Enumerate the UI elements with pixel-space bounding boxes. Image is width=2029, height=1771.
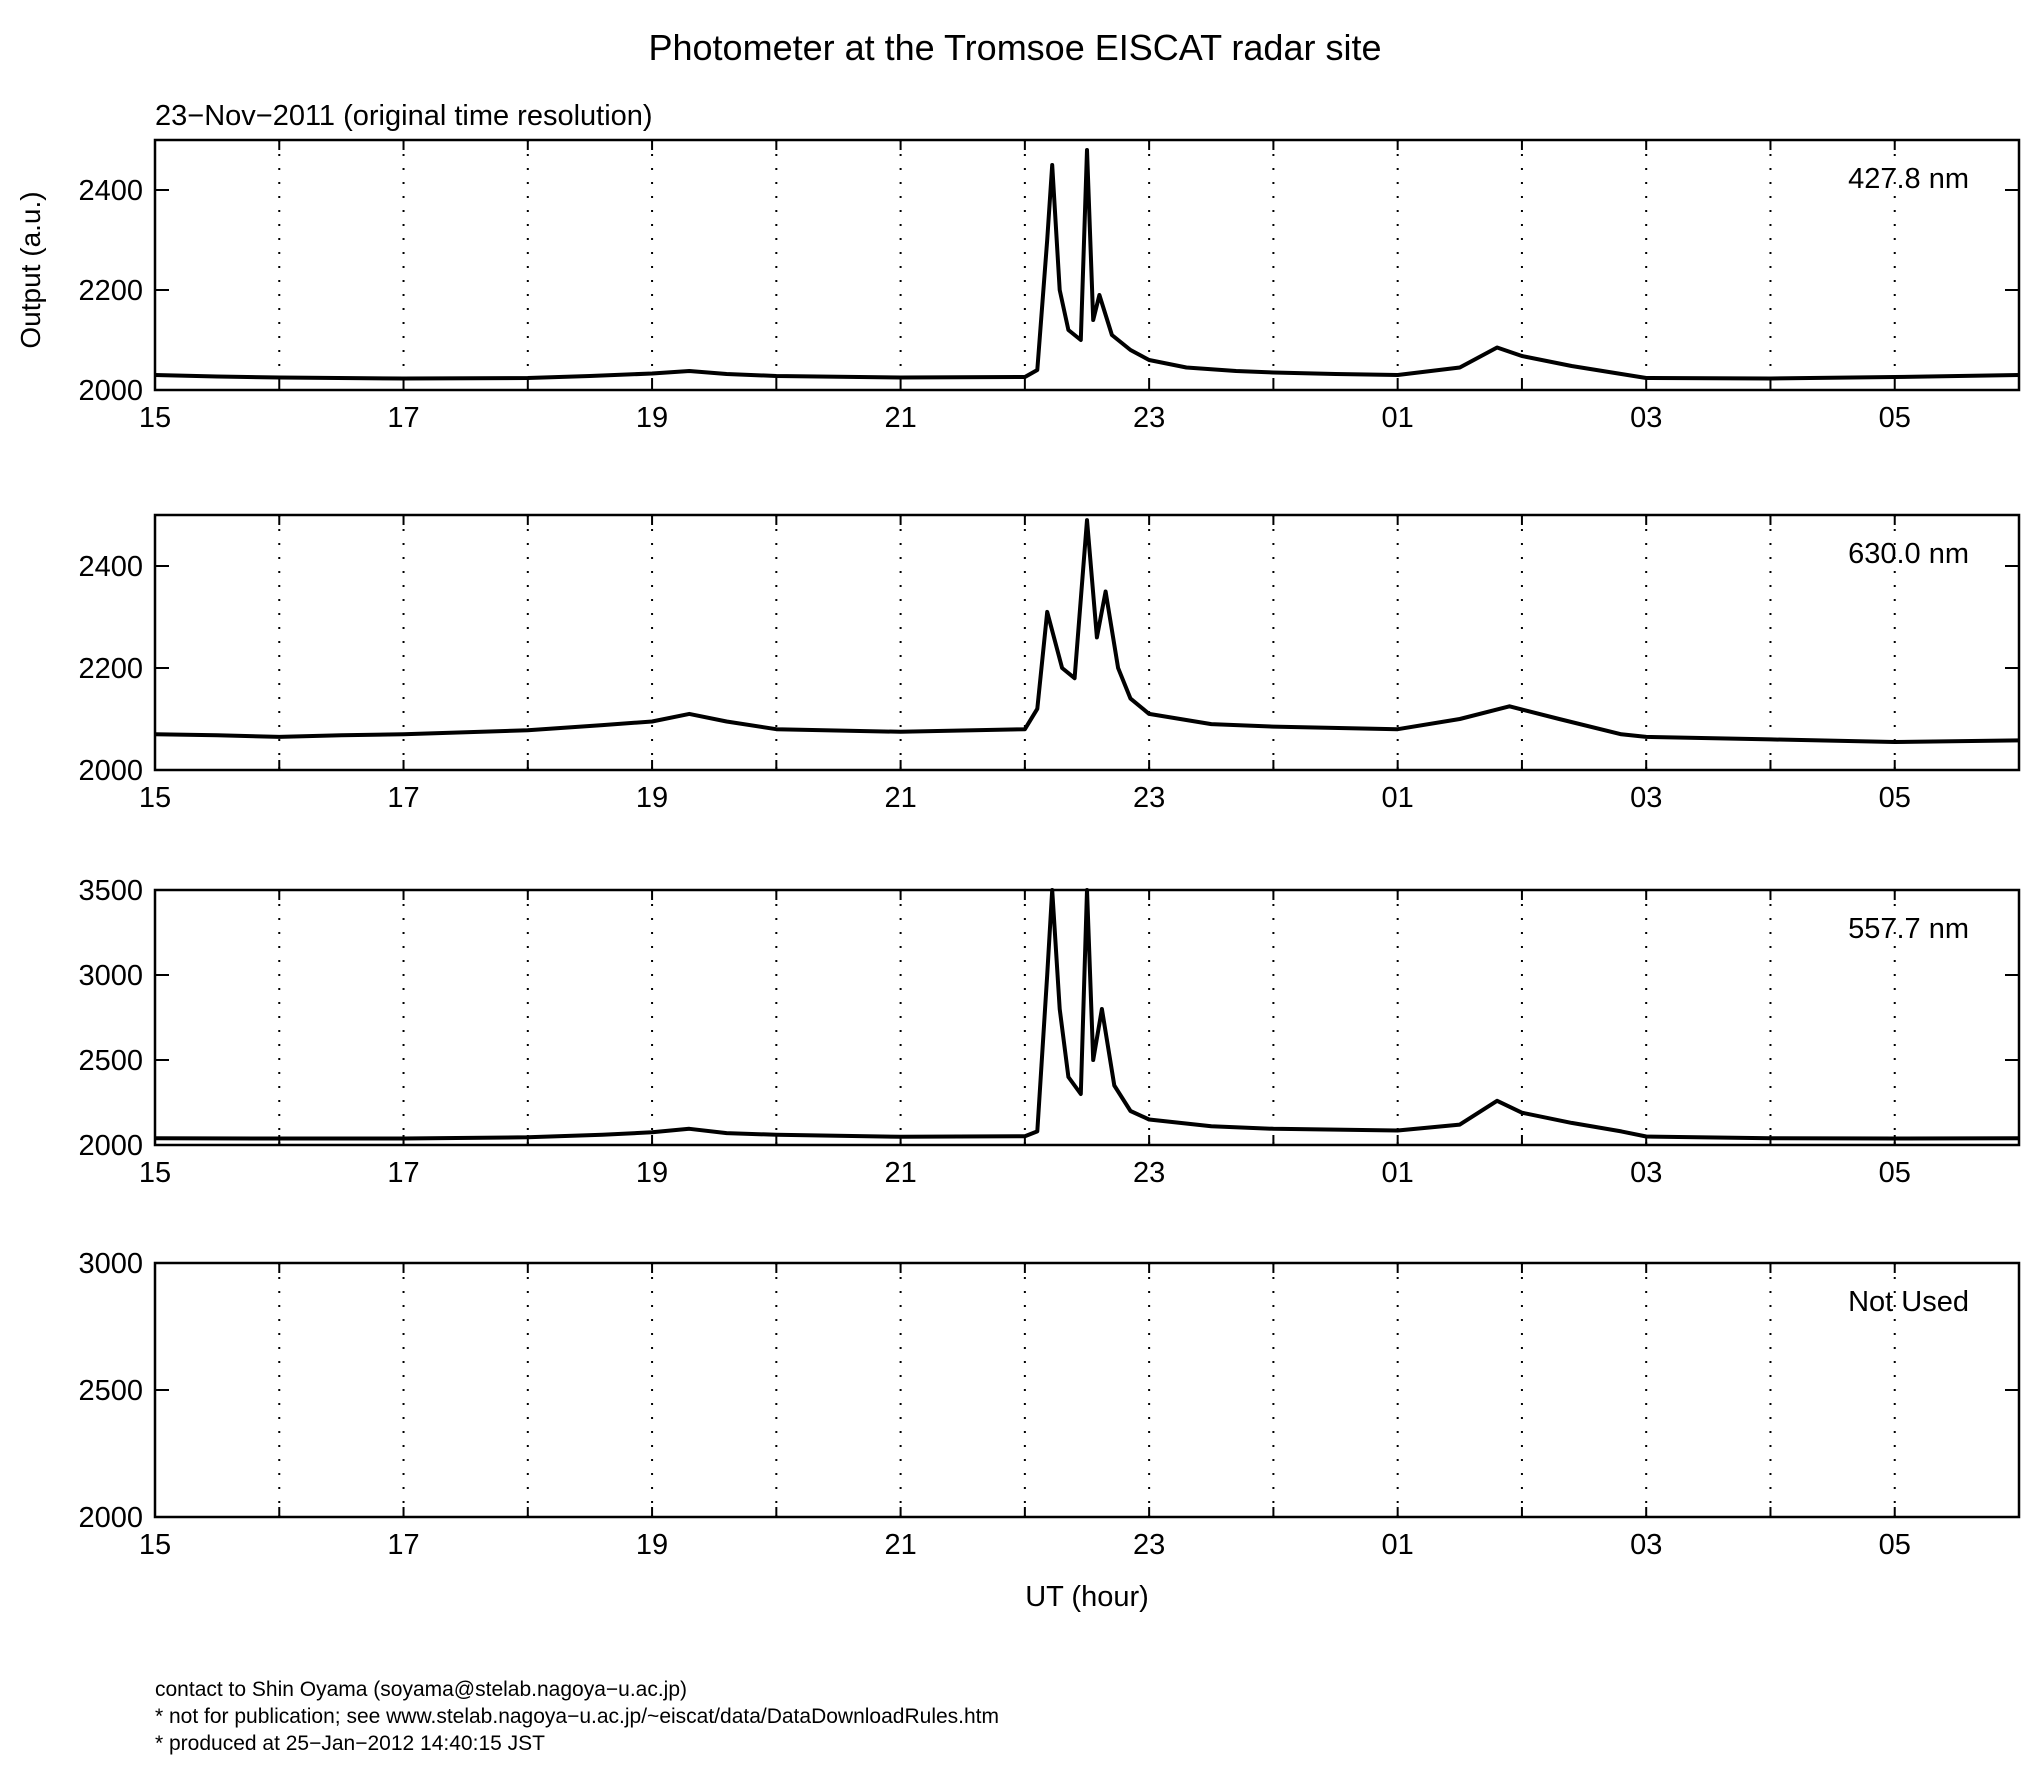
y-tick-label: 2000 xyxy=(78,1130,143,1162)
x-axis-label: UT (hour) xyxy=(1025,1581,1149,1613)
plot-frame xyxy=(153,888,2021,1147)
x-tick-label: 19 xyxy=(636,1529,668,1561)
panel-4: 15 17 19 21 23 01 03 05 2000 2500 3000 Not Used xyxy=(78,1248,2021,1561)
panel-label: 630.0 nm xyxy=(1848,538,1969,570)
x-tick-label: 05 xyxy=(1879,1529,1911,1561)
x-tick-label: 01 xyxy=(1382,1529,1414,1561)
x-tick-label: 17 xyxy=(387,782,419,814)
x-tick-label: 17 xyxy=(387,1529,419,1561)
x-tick-label: 05 xyxy=(1879,1157,1911,1189)
x-tick-label: 15 xyxy=(139,782,171,814)
panel-label: 557.7 nm xyxy=(1848,913,1969,945)
x-tick-label: 23 xyxy=(1133,1157,1165,1189)
x-tick-label: 03 xyxy=(1630,402,1662,434)
x-tick-label: 17 xyxy=(387,402,419,434)
panel-1: 15 17 19 21 23 01 03 05 2000 2200 2400 427.8 nm xyxy=(78,138,2021,434)
x-tick-label: 21 xyxy=(884,782,916,814)
x-tick-label: 03 xyxy=(1630,1157,1662,1189)
x-tick-label: 19 xyxy=(636,402,668,434)
x-tick-label: 03 xyxy=(1630,1529,1662,1561)
y-axis-label: Output (a.u.) xyxy=(15,191,46,348)
y-tick-label: 2400 xyxy=(78,551,143,583)
x-tick-label: 05 xyxy=(1879,782,1911,814)
x-tick-label: 23 xyxy=(1133,402,1165,434)
y-tick-label: 2500 xyxy=(78,1375,143,1407)
y-tick-label: 2000 xyxy=(78,755,143,787)
panel-3: 15 17 19 21 23 01 03 05 2000 2500 3000 3500 557.7 nm xyxy=(78,875,2021,1189)
y-tick-label: 3000 xyxy=(78,960,143,992)
y-tick-label: 2000 xyxy=(78,375,143,407)
chart-title: Photometer at the Tromsoe EISCAT radar s… xyxy=(649,27,1382,68)
data-line xyxy=(154,518,2020,744)
x-tick-label: 05 xyxy=(1879,402,1911,434)
x-tick-label: 01 xyxy=(1382,782,1414,814)
plot-frame xyxy=(153,138,2021,392)
x-tick-label: 15 xyxy=(139,1529,171,1561)
panel-2: 15 17 19 21 23 01 03 05 2000 2200 2400 630.0 nm xyxy=(78,513,2021,814)
y-tick-label: 3500 xyxy=(78,875,143,907)
x-tick-label: 01 xyxy=(1382,1157,1414,1189)
footer-produced-time: * produced at 25−Jan−2012 14:40:15 JST xyxy=(155,1732,545,1755)
footer-publication-note: * not for publication; see www.stelab.na… xyxy=(155,1705,999,1728)
x-tick-label: 03 xyxy=(1630,782,1662,814)
y-tick-label: 2200 xyxy=(78,653,143,685)
x-tick-label: 19 xyxy=(636,1157,668,1189)
panel-label: 427.8 nm xyxy=(1848,163,1969,195)
y-tick-label: 2000 xyxy=(78,1502,143,1534)
x-tick-label: 17 xyxy=(387,1157,419,1189)
x-tick-label: 15 xyxy=(139,1157,171,1189)
footer-notes: contact to Shin Oyama (soyama@stelab.nag… xyxy=(155,1676,999,1757)
y-tick-label: 3000 xyxy=(78,1248,143,1280)
x-tick-label: 19 xyxy=(636,782,668,814)
data-line xyxy=(154,148,2020,381)
x-tick-label: 21 xyxy=(884,402,916,434)
plot-frame xyxy=(153,513,2021,772)
x-tick-label: 15 xyxy=(139,402,171,434)
footer-contact: contact to Shin Oyama (soyama@stelab.nag… xyxy=(155,1678,688,1701)
plot-frame xyxy=(153,1261,2021,1519)
x-tick-label: 01 xyxy=(1382,402,1414,434)
panel-label: Not Used xyxy=(1848,1286,1969,1318)
x-tick-label: 23 xyxy=(1133,1529,1165,1561)
x-tick-label: 21 xyxy=(884,1157,916,1189)
data-line xyxy=(154,888,2020,1141)
y-tick-label: 2200 xyxy=(78,275,143,307)
x-tick-label: 21 xyxy=(884,1529,916,1561)
x-tick-label: 23 xyxy=(1133,782,1165,814)
y-tick-label: 2400 xyxy=(78,175,143,207)
chart-subtitle: 23−Nov−2011 (original time resolution) xyxy=(155,100,653,132)
y-tick-label: 2500 xyxy=(78,1045,143,1077)
